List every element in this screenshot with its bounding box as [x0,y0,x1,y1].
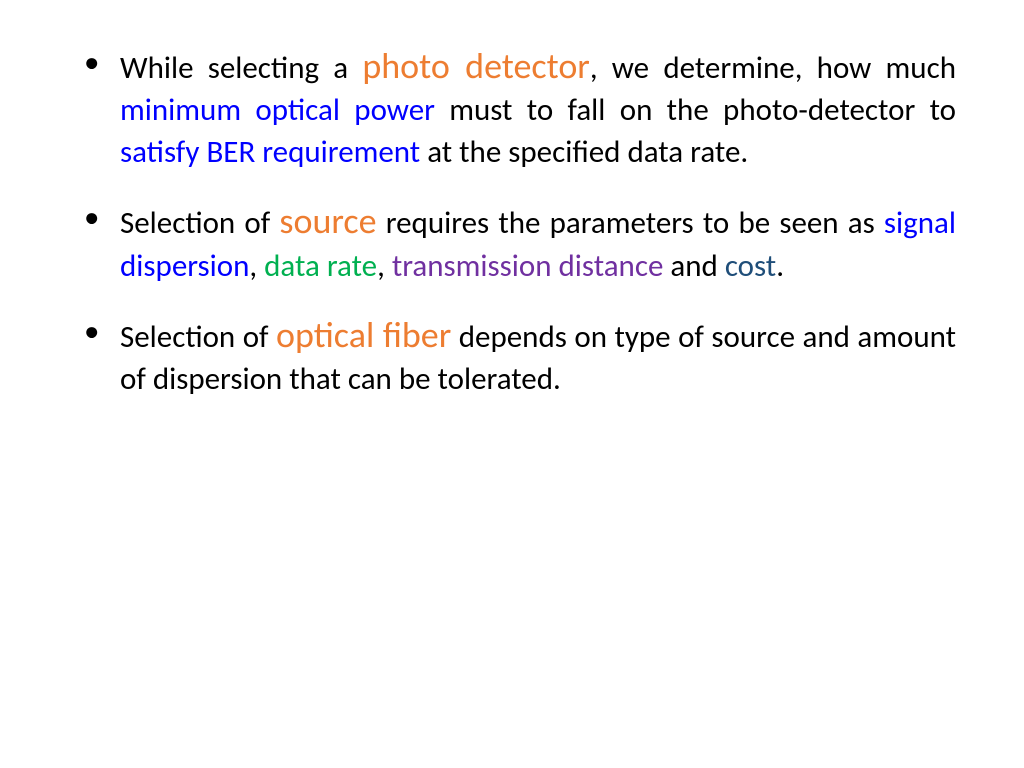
text-run: While selecting a [120,49,362,87]
text-run: Selection of [120,318,276,356]
text-run: source [279,199,376,243]
bullet-list: While selecting a photo detector, we det… [84,42,956,401]
text-run: must to fall on the photo-detector to [435,91,956,129]
text-run: Selection of [120,204,279,242]
text-run: at the specified data rate. [420,133,748,171]
slide-body: While selecting a photo detector, we det… [0,0,1024,768]
text-run: requires the parameters to be seen as [377,204,884,242]
text-run: optical fiber [276,313,451,357]
text-run: and [663,247,724,285]
bullet-item: Selection of source requires the paramet… [84,197,956,287]
text-run: photo detector [362,44,590,88]
text-run: transmission distance [392,247,664,285]
text-run: . [776,247,784,285]
text-run: , [377,247,392,285]
text-run: data rate [264,247,377,285]
text-run: , we determine, how much [590,49,956,87]
text-run: minimum optical power [120,91,435,129]
bullet-item: While selecting a photo detector, we det… [84,42,956,173]
bullet-item: Selection of optical fiber depends on ty… [84,311,956,401]
text-run: , [249,247,264,285]
text-run: satisfy BER requirement [120,133,420,171]
text-run: cost [725,247,776,285]
